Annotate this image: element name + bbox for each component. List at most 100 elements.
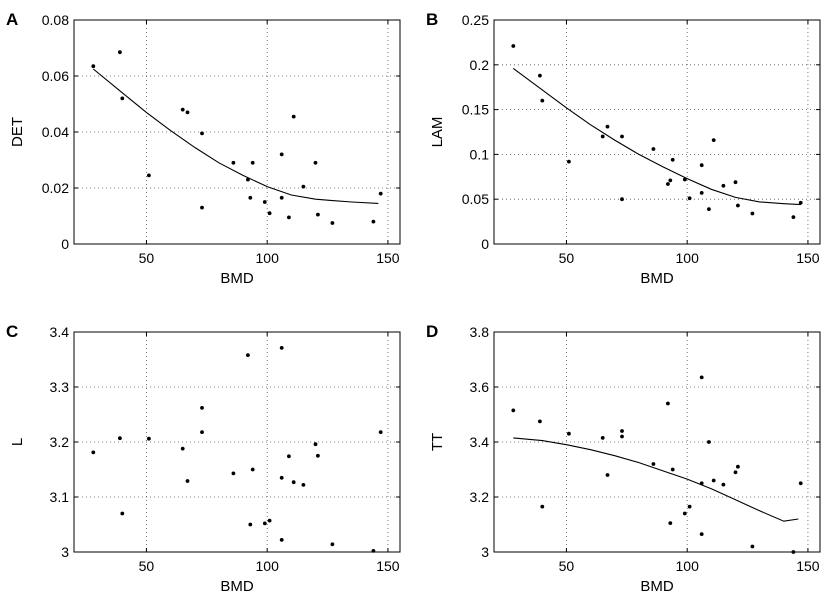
panel-c: C 50 100 150 3 3.1 3.2 3.3 3.4 BMD L xyxy=(6,322,401,595)
panel-d-letter: D xyxy=(426,322,438,341)
panel-a-data-point xyxy=(246,177,250,182)
panel-c-data-point xyxy=(330,542,335,547)
panel-c-y-tick-label: 3.2 xyxy=(50,434,70,450)
panel-b-axes-frame xyxy=(493,19,821,245)
panel-d-data-point xyxy=(798,481,803,486)
panel-c-data-point xyxy=(279,346,284,350)
panel-c-data-point xyxy=(316,453,320,458)
panel-c-data-point xyxy=(147,436,151,441)
panel-d-data-point xyxy=(600,436,605,440)
panel-b-data-point xyxy=(567,159,571,164)
panel-c-letter: C xyxy=(6,322,18,341)
panel-b-data-point xyxy=(620,134,624,139)
panel-a-data-point xyxy=(378,191,383,196)
panel-c-x-tick-label: 150 xyxy=(376,558,400,574)
panel-a-data-point xyxy=(371,219,376,224)
panel-d-data-point xyxy=(733,470,738,475)
panel-d-y-axis-label: TT xyxy=(429,433,446,451)
panel-c-data-point xyxy=(279,475,284,480)
panel-c-data-point xyxy=(231,471,236,476)
panel-d: D 50 100 150 3 3.2 3.4 3.6 3.8 BMD TT xyxy=(426,322,821,595)
panel-b-data-point xyxy=(670,157,675,162)
panel-c-data-point xyxy=(378,430,383,434)
panel-d-x-tick-label: 100 xyxy=(676,558,700,574)
panel-b-y-tick-label: 0.05 xyxy=(462,191,489,207)
panel-d-data-point xyxy=(682,511,687,516)
panel-d-data-point xyxy=(791,550,796,554)
panel-b-data-point xyxy=(699,191,704,195)
panel-b-data-point xyxy=(651,147,656,151)
panel-c-y-tick-label: 3.4 xyxy=(50,324,70,340)
panel-c-data-point xyxy=(287,454,291,459)
panel-b-data-point xyxy=(687,196,692,201)
panel-d-data-point xyxy=(666,401,670,406)
panel-d-data-point xyxy=(538,419,542,424)
panel-a-data-point xyxy=(279,152,284,157)
panel-c-data-point xyxy=(91,450,96,455)
panel-b-y-axis-label: LAM xyxy=(429,117,446,148)
panel-a-data-point xyxy=(91,64,96,69)
panel-a-data-point xyxy=(301,184,306,189)
panel-b-x-tick-label: 100 xyxy=(676,250,700,266)
panel-a-y-tick-label: 0.06 xyxy=(42,68,69,84)
panel-d-data-point xyxy=(707,440,711,444)
panel-c-y-axis-label: L xyxy=(9,438,26,446)
panel-d-data-point xyxy=(651,462,656,466)
panel-b-data-point xyxy=(791,215,796,220)
panel-d-data-point xyxy=(540,504,545,509)
panel-c-y-tick-label: 3 xyxy=(61,544,69,560)
panel-a-data-point xyxy=(118,50,122,55)
panel-d-y-tick-label: 3.8 xyxy=(470,324,490,340)
panel-b-x-tick-label: 50 xyxy=(559,250,575,266)
panel-d-data-point xyxy=(567,431,571,436)
panel-b-data-point xyxy=(540,98,545,103)
panel-c-data-point xyxy=(291,480,296,485)
panel-b: B 50 100 150 0 0.05 0.1 0.15 0.2 0.25 BMD LAM xyxy=(426,10,821,287)
panel-b-data-point xyxy=(620,197,624,202)
panel-a-data-point xyxy=(313,160,318,165)
panel-d-data-point xyxy=(687,504,692,509)
panel-d-data-point xyxy=(699,375,704,380)
panel-a-data-point xyxy=(185,110,190,115)
panel-b-data-point xyxy=(736,203,740,208)
panel-c-x-tick-label: 50 xyxy=(139,558,155,574)
panel-c-data-point xyxy=(185,479,190,483)
panel-d-y-tick-label: 3.2 xyxy=(470,489,490,505)
panel-d-data-point xyxy=(670,467,675,472)
panel-a-data-point xyxy=(120,96,125,101)
panel-d-data-point xyxy=(711,478,716,483)
panel-b-data-point xyxy=(511,44,516,48)
panel-c-data-point xyxy=(248,522,253,527)
panel-b-letter: B xyxy=(426,10,438,29)
panel-d-x-tick-label: 50 xyxy=(559,558,575,574)
panel-d-data-point xyxy=(750,544,755,549)
panel-b-data-point xyxy=(682,177,687,182)
panel-b-x-axis-label: BMD xyxy=(640,270,674,287)
panel-d-data-point xyxy=(668,521,673,525)
panel-a-data-point xyxy=(267,211,272,216)
panel-b-y-tick-label: 0 xyxy=(481,236,489,252)
panel-a-data-point xyxy=(287,215,291,220)
panel-a-x-tick-label: 50 xyxy=(139,250,155,266)
panel-c-data-point xyxy=(118,436,122,441)
panel-c-data-point xyxy=(279,538,284,542)
panel-a-y-tick-label: 0.02 xyxy=(42,180,69,196)
panel-a-letter: A xyxy=(6,10,18,29)
panel-b-y-tick-label: 0.1 xyxy=(470,146,490,162)
panel-c-data-point xyxy=(180,446,185,451)
panel-d-data-point xyxy=(620,434,624,439)
panel-d-fit-curve xyxy=(513,437,799,522)
panel-b-data-point xyxy=(750,211,755,216)
panel-a-data-point xyxy=(248,195,253,200)
panel-a-data-point xyxy=(231,160,236,165)
panel-c-data-point xyxy=(200,430,204,434)
panel-b-data-point xyxy=(711,138,716,143)
panel-b-data-point xyxy=(668,178,673,183)
panel-c-data-point xyxy=(371,549,376,553)
panel-a-data-point xyxy=(291,114,296,119)
panel-c-data-point xyxy=(250,467,255,472)
panel-b-data-point xyxy=(721,183,726,188)
panel-b-data-point xyxy=(798,200,803,205)
panel-b-data-point xyxy=(707,207,711,212)
